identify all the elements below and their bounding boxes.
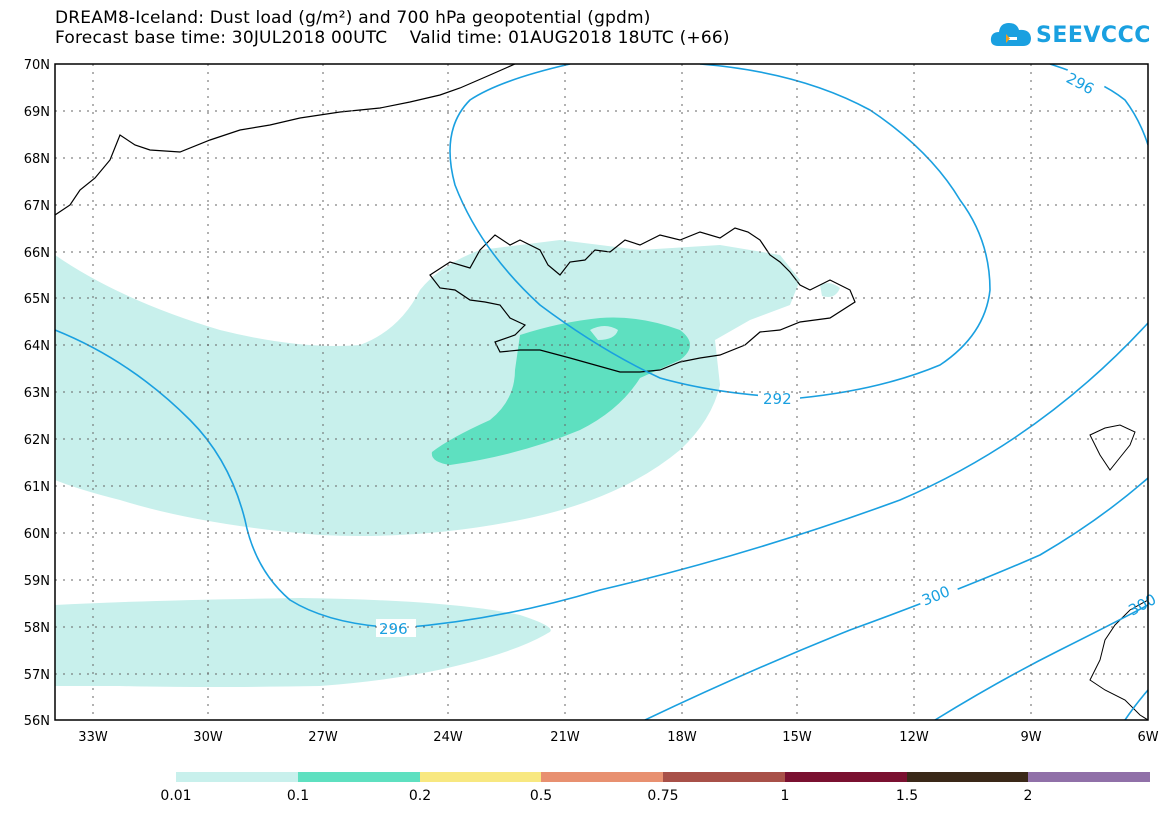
contour-300-east <box>934 604 1148 720</box>
dust-area-gap <box>590 326 618 340</box>
lat-label: 57N <box>24 668 50 683</box>
lon-label: 33W <box>78 730 108 745</box>
dust-area-main <box>55 240 800 536</box>
colorbar-swatch <box>420 772 541 782</box>
lat-label: 63N <box>24 386 50 401</box>
lat-label: 67N <box>24 199 50 214</box>
lat-label: 58N <box>24 621 50 636</box>
colorbar-swatch <box>1028 772 1150 782</box>
lat-label: 56N <box>24 714 50 729</box>
lon-label: 27W <box>308 730 338 745</box>
lon-label: 30W <box>193 730 223 745</box>
colorbar-label: 1.5 <box>896 788 918 804</box>
contour-label-292: 292 <box>763 390 792 408</box>
dust-area-east <box>820 283 840 297</box>
cloud-icon <box>990 23 1031 46</box>
contour-304-east <box>1124 689 1148 720</box>
lat-label: 69N <box>24 105 50 120</box>
lon-label: 18W <box>667 730 697 745</box>
map-subtitle: Forecast base time: 30JUL2018 00UTC Vali… <box>55 28 730 48</box>
lat-label: 59N <box>24 574 50 589</box>
lon-label: 9W <box>1020 730 1041 745</box>
lon-label: 6W <box>1137 730 1158 745</box>
lat-label: 62N <box>24 433 50 448</box>
colorbar-swatch <box>541 772 663 782</box>
lon-label: 12W <box>899 730 929 745</box>
lat-label: 65N <box>24 292 50 307</box>
contour-label-296-south: 296 <box>379 620 408 638</box>
colorbar-label: 0.2 <box>409 788 431 804</box>
contour-300 <box>644 477 1148 720</box>
greenland-coastline <box>55 64 516 216</box>
colorbar-swatch <box>907 772 1028 782</box>
colorbar-label: 0.01 <box>160 788 191 804</box>
lon-label: 21W <box>550 730 580 745</box>
lat-label: 61N <box>24 480 50 495</box>
contour-label-300-east: 300 <box>1125 590 1159 619</box>
colorbar-label: 1 <box>781 788 790 804</box>
lat-label: 68N <box>24 152 50 167</box>
lat-label: 60N <box>24 527 50 542</box>
scotland-coastline <box>1089 599 1148 720</box>
map-title: DREAM8-Iceland: Dust load (g/m²) and 700… <box>55 8 651 28</box>
map-grid <box>55 64 1148 720</box>
lon-label: 24W <box>433 730 463 745</box>
logo-text: SEEVCCC <box>1036 22 1151 48</box>
faroe-coastline <box>1089 424 1136 471</box>
colorbar-swatch <box>785 772 907 782</box>
colorbar-label: 0.75 <box>647 788 678 804</box>
lat-label: 66N <box>24 246 50 261</box>
colorbar-swatch <box>176 772 298 782</box>
map-frame <box>54 63 1149 721</box>
dust-area-dense <box>431 317 690 465</box>
lat-label: 64N <box>24 339 50 354</box>
colorbar-label: 2 <box>1024 788 1033 804</box>
lon-label: 15W <box>782 730 812 745</box>
colorbar-swatch <box>663 772 785 782</box>
lat-label: 70N <box>24 58 50 73</box>
colorbar-label: 0.5 <box>530 788 552 804</box>
colorbar <box>176 772 1150 782</box>
contour-292 <box>449 64 991 399</box>
colorbar-label: 0.1 <box>287 788 309 804</box>
seevccc-logo: SEEVCCC <box>990 20 1151 50</box>
colorbar-swatch <box>298 772 420 782</box>
dust-area-south <box>55 598 551 687</box>
